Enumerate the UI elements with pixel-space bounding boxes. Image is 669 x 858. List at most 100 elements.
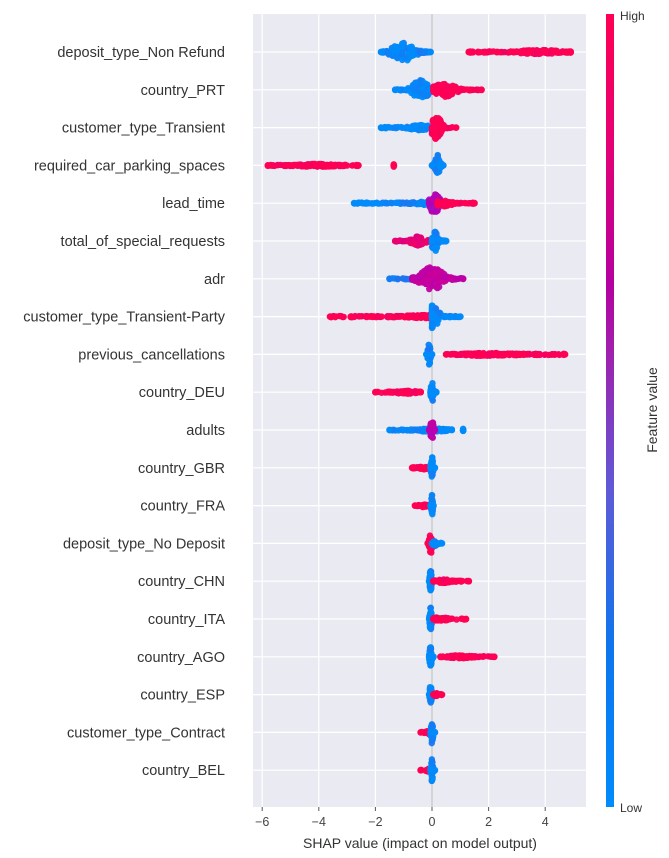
shap-point [462, 615, 470, 623]
shap-point [284, 162, 291, 169]
shap-point [459, 275, 467, 283]
shap-point [274, 161, 281, 169]
shap-point [428, 313, 436, 320]
shap-point [526, 351, 533, 358]
shap-point [521, 49, 528, 57]
shap-point [424, 265, 431, 272]
x-tick-label: −6 [255, 815, 269, 829]
shap-point [430, 691, 437, 698]
shap-point [417, 77, 424, 84]
shap-point [430, 502, 437, 509]
feature-points [391, 77, 485, 101]
shap-point [427, 48, 434, 56]
shap-point [430, 615, 437, 623]
shap-point [408, 236, 415, 243]
shap-point [427, 646, 435, 653]
shap-point [442, 237, 450, 245]
shap-point [471, 199, 478, 207]
shap-point [429, 319, 436, 326]
shap-point [447, 313, 455, 321]
shap-point [429, 776, 436, 783]
shap-point [426, 623, 434, 631]
shap-point [402, 125, 410, 132]
shap-point [490, 653, 498, 661]
shap-point [428, 722, 435, 729]
shap-point [459, 577, 466, 585]
shap-point [512, 350, 520, 358]
shap-point [390, 162, 398, 169]
shap-point [377, 124, 385, 131]
shap-point [411, 502, 419, 509]
shap-point [434, 153, 442, 160]
feature-points [386, 419, 467, 441]
shap-point [428, 162, 436, 169]
shap-point [432, 305, 440, 312]
shap-point [552, 47, 560, 54]
shap-point [395, 427, 402, 434]
shap-point [448, 88, 456, 95]
shap-point [457, 654, 464, 662]
shap-point [400, 237, 408, 245]
shap-point [416, 125, 423, 132]
shap-point [449, 653, 456, 660]
shap-point [404, 200, 412, 207]
shap-point [399, 56, 406, 64]
shap-point [527, 47, 534, 54]
shap-point [426, 548, 434, 556]
shap-point [417, 388, 425, 396]
shap-point [437, 653, 444, 661]
shap-point [431, 269, 438, 276]
feature-points [424, 532, 446, 556]
shap-point [372, 388, 379, 396]
shap-point [426, 569, 434, 577]
shap-point [428, 237, 436, 245]
feature-points [326, 302, 464, 332]
feature-points [411, 491, 437, 518]
shap-point [368, 200, 375, 207]
feature-label: country_GBR [138, 461, 225, 477]
shap-point [409, 312, 416, 319]
shap-point [431, 133, 438, 141]
shap-point [480, 653, 487, 660]
colorbar-title: Feature value [644, 367, 660, 453]
feature-label: country_BEL [142, 763, 225, 779]
shap-point [423, 276, 430, 284]
shap-point [443, 84, 451, 91]
shap-point [519, 350, 526, 358]
feature-label: country_FRA [140, 499, 225, 515]
x-tick-label: 4 [542, 815, 549, 829]
shap-point [427, 608, 435, 615]
feature-points [425, 568, 473, 594]
shap-point [478, 86, 485, 94]
shap-point [416, 200, 423, 208]
shap-point [428, 760, 435, 767]
shap-point [441, 313, 449, 320]
shap-point [465, 86, 472, 93]
shap-point [434, 118, 441, 126]
shap-point [412, 79, 419, 86]
shap-point [348, 162, 356, 169]
shap-point [496, 350, 503, 358]
shap-point [459, 426, 467, 434]
shap-point [427, 587, 434, 594]
shap-point [452, 124, 460, 131]
feature-points [391, 228, 450, 254]
feature-label: previous_cancellations [78, 347, 225, 363]
shap-point [447, 615, 455, 622]
shap-point [431, 426, 439, 434]
shap-point [439, 91, 447, 99]
feature-points [425, 644, 498, 669]
shap-point [393, 53, 400, 61]
shap-point [475, 653, 482, 661]
x-tick-label: 0 [429, 815, 436, 829]
shap-point [431, 766, 439, 774]
feature-label: deposit_type_Non Refund [57, 45, 225, 61]
shap-point [430, 577, 437, 585]
shap-point [493, 49, 501, 56]
feature-label: required_car_parking_spaces [34, 158, 225, 174]
feature-label: country_AGO [137, 650, 225, 666]
shap-point [420, 49, 427, 56]
shap-point [408, 43, 415, 50]
shap-point [386, 275, 393, 283]
